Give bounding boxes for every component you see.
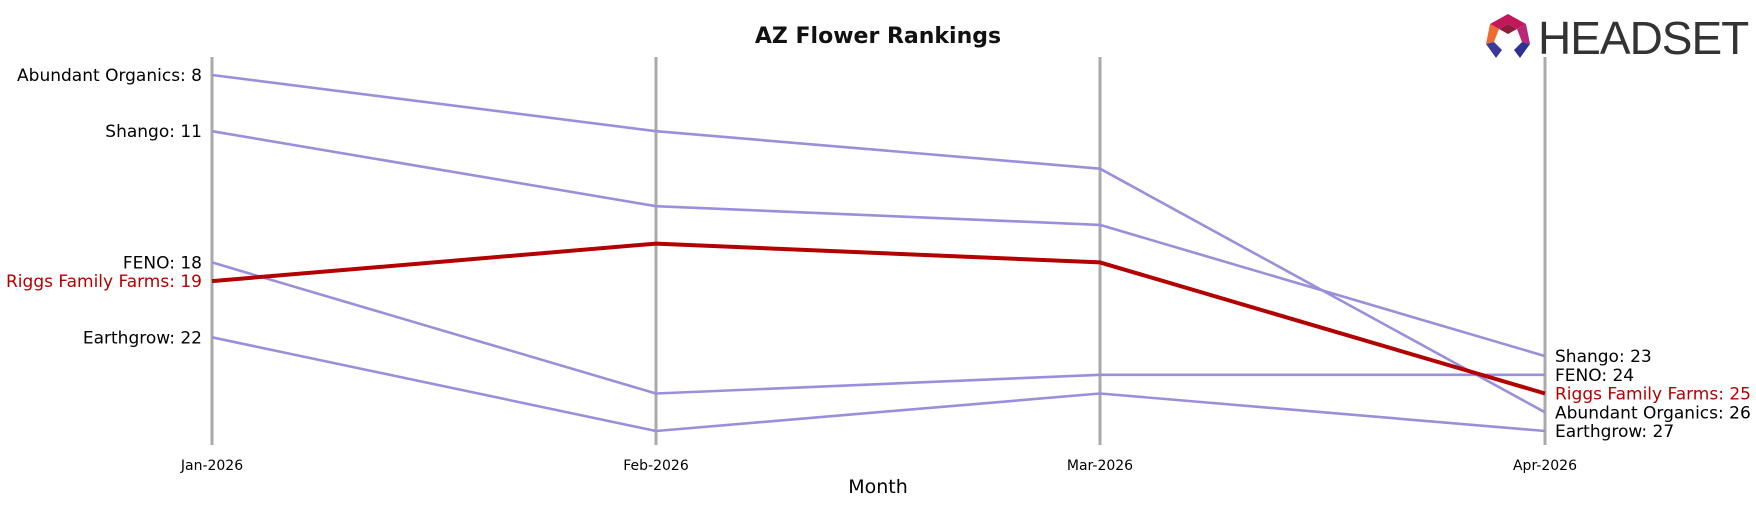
series-line-feno bbox=[211, 261, 1545, 395]
series-line-abundant-organics bbox=[211, 73, 1546, 414]
headset-hexagon-logo-icon bbox=[1486, 14, 1530, 58]
x-tick-label-apr-2026: Apr-2026 bbox=[1513, 458, 1577, 474]
start-label-abundant-organics: Abundant Organics: 8 bbox=[17, 66, 202, 86]
series-lines bbox=[211, 73, 1546, 433]
start-label-feno: FENO: 18 bbox=[123, 253, 202, 273]
end-label-earthgrow: Earthgrow: 27 bbox=[1555, 422, 1674, 442]
x-tick-label-jan-2026: Jan-2026 bbox=[180, 458, 243, 474]
headset-logo: HEADSET bbox=[1486, 12, 1750, 64]
series-line-riggs-family-farms bbox=[211, 241, 1546, 396]
start-label-earthgrow: Earthgrow: 22 bbox=[83, 328, 202, 348]
start-labels: Abundant Organics: 8 Shango: 11 FENO: 18Ri… bbox=[6, 66, 202, 348]
series-line-shango bbox=[211, 129, 1546, 358]
series-line-earthgrow bbox=[211, 336, 1546, 433]
x-axis-tick-labels: Jan-2026 Feb-2026 Mar-2026 Apr-2026 bbox=[180, 458, 1577, 474]
x-tick-label-mar-2026: Mar-2026 bbox=[1067, 458, 1133, 474]
end-label-feno: FENO: 24 bbox=[1555, 366, 1634, 386]
end-label-abundant-organics: Abundant Organics: 26 bbox=[1555, 403, 1751, 423]
start-label-riggs-family-farms: Riggs Family Farms: 19 bbox=[6, 272, 202, 292]
end-label-riggs-family-farms: Riggs Family Farms: 25 bbox=[1555, 385, 1751, 405]
logo-text: HEADSET bbox=[1538, 12, 1749, 64]
category-gridlines bbox=[210, 57, 1547, 445]
x-axis-label: Month bbox=[848, 476, 908, 498]
start-label-shango: Shango: 11 bbox=[105, 122, 202, 142]
end-label-shango: Shango: 23 bbox=[1555, 347, 1652, 367]
x-tick-label-feb-2026: Feb-2026 bbox=[623, 458, 689, 474]
chart-title: AZ Flower Rankings bbox=[755, 24, 1001, 49]
